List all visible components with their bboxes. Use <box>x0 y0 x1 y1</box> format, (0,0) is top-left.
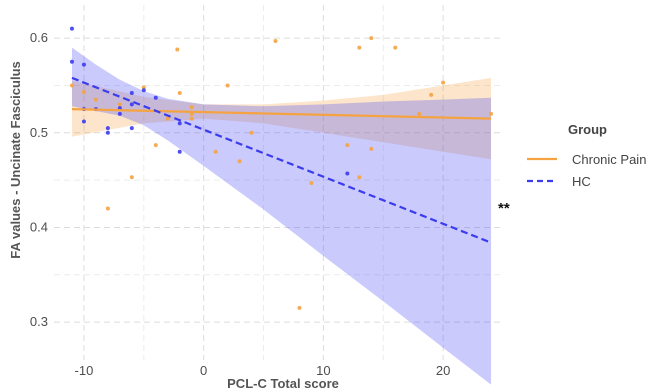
x-tick-label: -10 <box>75 363 94 378</box>
point-chronic-pain <box>225 83 230 88</box>
point-hc <box>129 102 134 107</box>
point-hc <box>81 119 86 124</box>
point-chronic-pain <box>489 111 494 116</box>
point-hc <box>177 121 182 126</box>
x-tick-label: 10 <box>316 363 330 378</box>
legend-label-hc: HC <box>572 174 591 189</box>
point-chronic-pain <box>165 116 170 121</box>
point-chronic-pain <box>213 149 218 154</box>
fit-line-hc <box>71 76 492 244</box>
point-chronic-pain <box>441 80 446 85</box>
point-chronic-pain <box>177 91 182 96</box>
point-chronic-pain <box>175 47 180 52</box>
point-chronic-pain <box>117 102 122 107</box>
point-hc <box>141 88 146 93</box>
point-hc <box>117 111 122 116</box>
point-chronic-pain <box>69 83 74 88</box>
point-chronic-pain <box>297 305 302 310</box>
point-chronic-pain <box>153 143 158 148</box>
legend-title: Group <box>568 122 607 137</box>
data-points <box>69 26 494 310</box>
point-chronic-pain <box>429 92 434 97</box>
point-chronic-pain <box>345 143 350 148</box>
point-chronic-pain <box>141 85 146 90</box>
y-tick-label: 0.3 <box>30 314 48 329</box>
point-chronic-pain <box>393 45 398 50</box>
point-hc <box>105 130 110 135</box>
y-axis-title: FA values - Uncinate Fasciculus <box>8 61 23 258</box>
point-chronic-pain <box>105 206 110 211</box>
point-chronic-pain <box>309 180 314 185</box>
point-hc <box>129 126 134 131</box>
point-chronic-pain <box>189 116 194 121</box>
point-chronic-pain <box>273 38 278 43</box>
confidence-bands <box>71 47 492 385</box>
point-hc <box>81 62 86 67</box>
y-tick-label: 0.4 <box>30 219 48 234</box>
x-tick-label: 0 <box>200 363 207 378</box>
x-tick-label: 20 <box>436 363 450 378</box>
point-chronic-pain <box>189 105 194 110</box>
point-hc <box>69 59 74 64</box>
point-chronic-pain <box>129 175 134 180</box>
point-chronic-pain <box>369 146 374 151</box>
point-chronic-pain <box>417 111 422 116</box>
point-hc <box>129 91 134 96</box>
point-hc <box>105 126 110 131</box>
point-chronic-pain <box>93 97 98 102</box>
point-chronic-pain <box>357 45 362 50</box>
ci-band-hc <box>71 47 492 385</box>
ci-band-chronic-pain <box>71 77 492 160</box>
point-chronic-pain <box>237 159 242 164</box>
point-chronic-pain <box>81 90 86 95</box>
point-chronic-pain <box>369 36 374 41</box>
significance-annotation: ** <box>498 200 510 217</box>
point-hc <box>69 26 74 31</box>
tick-labels: -10 0 10 20 0.3 0.4 0.5 0.6 <box>30 30 450 378</box>
legend: Group Chronic Pain HC <box>527 122 646 189</box>
point-hc <box>345 171 350 176</box>
y-tick-label: 0.5 <box>30 125 48 140</box>
point-hc <box>153 95 158 100</box>
regression-lines <box>71 76 492 244</box>
grid <box>54 5 503 360</box>
point-hc <box>177 149 182 154</box>
point-chronic-pain <box>357 175 362 180</box>
point-chronic-pain <box>249 130 254 135</box>
fit-line-chronic-pain <box>71 108 492 120</box>
y-tick-label: 0.6 <box>30 30 48 45</box>
x-axis-title: PCL-C Total score <box>227 376 339 391</box>
legend-label-chronic-pain: Chronic Pain <box>572 152 646 167</box>
